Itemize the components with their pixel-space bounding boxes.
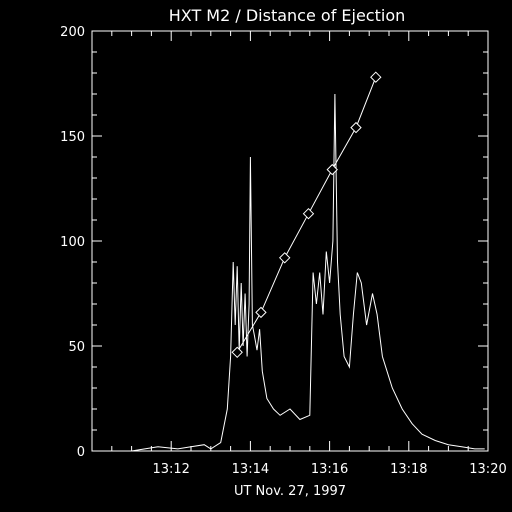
x-tick-label: 13:16	[311, 462, 348, 477]
y-tick-label: 150	[60, 130, 85, 145]
x-tick-labels: 13:12 13:14 13:16 13:18 13:20	[152, 462, 506, 477]
diamond-marker	[279, 252, 291, 264]
x-tick-label: 13:12	[152, 462, 189, 477]
y-tick-label: 200	[60, 25, 85, 40]
diamond-marker	[370, 71, 382, 83]
x-tick-label: 13:14	[232, 462, 269, 477]
axis-ticks	[91, 30, 489, 452]
y-tick-labels: 0 50 100 150 200	[60, 25, 85, 460]
x-tick-label: 13:18	[390, 462, 427, 477]
chart-title: HXT M2 / Distance of Ejection	[169, 6, 406, 25]
x-tick-label: 13:20	[469, 462, 506, 477]
diamond-marker	[326, 163, 338, 176]
x-axis-label: UT Nov. 27, 1997	[234, 484, 346, 499]
y-tick-label: 50	[68, 340, 85, 355]
series-line-1	[131, 93, 485, 452]
diamond-marker	[255, 306, 267, 319]
y-tick-label: 0	[77, 445, 85, 460]
diamond-marker	[302, 207, 315, 220]
y-tick-label: 100	[60, 235, 85, 250]
diamond-marker	[231, 346, 243, 359]
diamond-marker	[350, 121, 362, 134]
series-2-markers	[231, 71, 382, 359]
